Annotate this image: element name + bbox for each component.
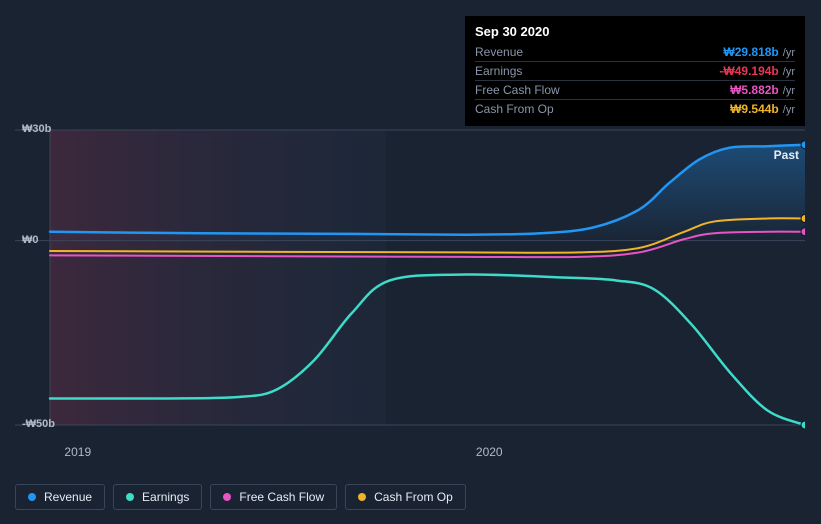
legend-item-earnings[interactable]: Earnings	[113, 484, 202, 510]
tooltip-value: ₩9.544b	[730, 102, 779, 116]
x-axis-label: 2019	[64, 445, 91, 459]
tooltip-unit: /yr	[783, 85, 795, 97]
legend-label: Free Cash Flow	[239, 490, 324, 504]
past-label: Past	[774, 148, 799, 162]
tooltip-value: ₩29.818b	[723, 45, 778, 59]
tooltip-label: Revenue	[475, 45, 523, 59]
tooltip-label: Earnings	[475, 64, 522, 78]
tooltip-unit: /yr	[783, 104, 795, 116]
tooltip-value: -₩49.194b	[719, 64, 778, 78]
tooltip-row: Cash From Op ₩9.544b /yr	[475, 99, 795, 118]
tooltip-row: Revenue ₩29.818b /yr	[475, 43, 795, 61]
x-axis-label: 2020	[476, 445, 503, 459]
end-dot-icon	[801, 228, 805, 236]
financial-chart[interactable]	[15, 125, 805, 435]
tooltip-row: Free Cash Flow ₩5.882b /yr	[475, 80, 795, 99]
y-axis-label: -₩50b	[22, 418, 55, 430]
legend-dot-icon	[358, 493, 366, 501]
tooltip-row: Earnings -₩49.194b /yr	[475, 61, 795, 80]
tooltip-label: Cash From Op	[475, 102, 554, 116]
legend-dot-icon	[126, 493, 134, 501]
y-axis-label: ₩0	[22, 234, 39, 246]
y-axis-label: ₩30b	[22, 123, 51, 135]
legend-item-cash-from-op[interactable]: Cash From Op	[345, 484, 466, 510]
legend: Revenue Earnings Free Cash Flow Cash Fro…	[15, 484, 466, 510]
end-dot-icon	[801, 141, 805, 149]
legend-item-revenue[interactable]: Revenue	[15, 484, 105, 510]
legend-item-free-cash-flow[interactable]: Free Cash Flow	[210, 484, 337, 510]
tooltip-label: Free Cash Flow	[475, 83, 560, 97]
legend-label: Cash From Op	[374, 490, 453, 504]
legend-label: Revenue	[44, 490, 92, 504]
legend-dot-icon	[223, 493, 231, 501]
tooltip-date: Sep 30 2020	[475, 24, 795, 43]
tooltip-value: ₩5.882b	[730, 83, 779, 97]
tooltip-unit: /yr	[783, 66, 795, 78]
legend-label: Earnings	[142, 490, 189, 504]
end-dot-icon	[801, 215, 805, 223]
end-dot-icon	[801, 421, 805, 429]
tooltip-unit: /yr	[783, 47, 795, 59]
legend-dot-icon	[28, 493, 36, 501]
hover-tooltip: Sep 30 2020 Revenue ₩29.818b /yr Earning…	[465, 16, 805, 126]
